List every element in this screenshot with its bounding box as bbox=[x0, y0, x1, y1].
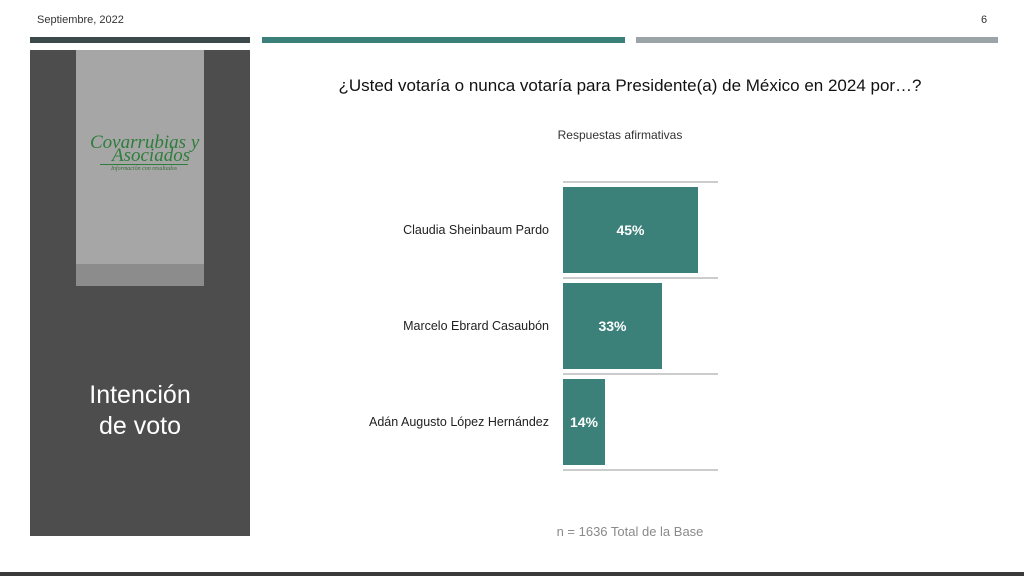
logo-tagline: Información con resultados bbox=[110, 166, 178, 172]
section-title-line2: de voto bbox=[98, 412, 181, 440]
report-date: Septiembre, 2022 bbox=[37, 14, 124, 26]
bar-2 bbox=[563, 283, 662, 369]
bar-chart: Claudia Sheinbaum Pardo 45% Marcelo Ebrard… bbox=[369, 181, 718, 471]
data-label: 45% bbox=[616, 222, 645, 238]
section-title-line1: Intención bbox=[89, 381, 191, 409]
category-label: Marcelo Ebrard Casaubón bbox=[403, 319, 549, 333]
page-number: 6 bbox=[981, 14, 988, 26]
logo-strip bbox=[76, 264, 204, 286]
header-rule-gray bbox=[636, 37, 998, 43]
category-label: Claudia Sheinbaum Pardo bbox=[403, 223, 549, 237]
logo-text-line2: Asociados bbox=[112, 145, 191, 166]
data-label: 33% bbox=[598, 318, 627, 334]
logo-box bbox=[76, 50, 204, 264]
header-rule-dark bbox=[30, 37, 250, 43]
logo-underline bbox=[100, 164, 188, 165]
category-label: Adán Augusto López Hernández bbox=[369, 415, 549, 429]
data-label: 14% bbox=[570, 414, 599, 430]
bar-1 bbox=[563, 187, 698, 273]
header-rule-teal bbox=[262, 37, 625, 43]
sample-size-note: n = 1636 Total de la Base bbox=[556, 524, 704, 539]
bottom-rule bbox=[0, 572, 1024, 576]
chart-title: ¿Usted votaría o nunca votaría para Pres… bbox=[338, 76, 922, 95]
section-title: Intención de voto bbox=[30, 380, 250, 442]
logo-text-line1: Covarrubias y bbox=[90, 132, 200, 153]
chart-subtitle: Respuestas afirmativas bbox=[557, 128, 683, 142]
bar-3 bbox=[563, 379, 605, 465]
